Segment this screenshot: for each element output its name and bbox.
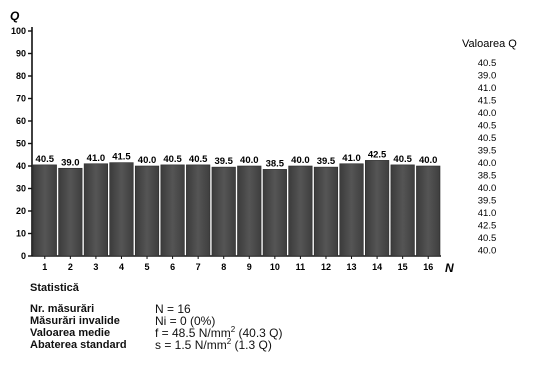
x-tick-label: 7 (196, 262, 201, 272)
y-tick-label: 30 (16, 184, 26, 194)
x-tick-label: 13 (347, 262, 357, 272)
stat-value-main: f = 48.5 N/mm (155, 326, 231, 340)
statistics-table: Nr. măsurări N = 16 Măsurări invalide Ni… (30, 303, 283, 351)
bar-value-label: 41.0 (342, 153, 361, 164)
bar (339, 163, 364, 257)
y-axis-label: Q (10, 9, 20, 23)
bar-value-label: 40.5 (36, 154, 55, 165)
bar (160, 164, 185, 257)
y-tick-label: 50 (16, 139, 26, 149)
bar (313, 166, 339, 257)
y-tick-label: 90 (16, 49, 26, 59)
stat-label: Abaterea standard (30, 339, 127, 351)
legend-value: 41.5 (478, 96, 497, 107)
legend-value: 39.5 (478, 196, 497, 207)
bar (58, 167, 83, 257)
x-tick-label: 5 (145, 262, 150, 272)
x-axis-label: N (445, 261, 454, 275)
stat-value: N = 16 (155, 302, 191, 316)
x-tick-label: 12 (321, 262, 331, 272)
x-tick-label: 2 (68, 262, 73, 272)
stat-label: Măsurări invalide (30, 315, 120, 327)
bar-value-label: 40.5 (189, 154, 208, 165)
stat-value-exponent: 2 (226, 337, 232, 346)
bar-value-label: 41.5 (112, 152, 131, 163)
legend-value: 41.0 (478, 208, 497, 219)
y-tick-label: 40 (16, 161, 26, 171)
y-tick-label: 0 (21, 251, 26, 261)
legend-value: 40.5 (478, 233, 497, 244)
bar (83, 163, 108, 257)
bar (416, 165, 441, 257)
bar (288, 165, 313, 257)
bar-value-label: 40.0 (138, 155, 157, 166)
stat-row-stddev: Abaterea standard s = 1.5 N/mm2 (1.3 Q) (30, 337, 283, 352)
statistics-title: Statistică (30, 282, 79, 294)
legend-value: 40.5 (478, 58, 497, 69)
legend-value: 40.0 (478, 108, 497, 119)
y-tick-label: 60 (16, 116, 26, 126)
bar-value-label: 40.5 (163, 154, 182, 165)
legend-value: 39.5 (478, 146, 497, 157)
legend-value: 38.5 (478, 171, 497, 182)
bar (109, 162, 134, 257)
x-tick-label: 1 (42, 262, 47, 272)
stat-value-extra: (1.3 Q) (231, 338, 272, 352)
stat-value-main: s = 1.5 N/mm (155, 338, 227, 352)
x-tick-label: 10 (270, 262, 280, 272)
bar-value-label: 39.5 (317, 156, 336, 167)
y-tick-label: 20 (16, 206, 26, 216)
stat-value: f = 48.5 N/mm2 (40.3 Q) (155, 325, 283, 340)
bar-value-label: 38.5 (266, 158, 285, 169)
x-tick-label: 8 (221, 262, 226, 272)
bar-value-label: 39.5 (214, 156, 233, 167)
bar (211, 166, 236, 257)
legend-value: 39.0 (478, 71, 497, 82)
stat-value: s = 1.5 N/mm2 (1.3 Q) (155, 337, 283, 352)
bar (237, 165, 262, 257)
x-tick-label: 3 (93, 262, 98, 272)
legend-value: 42.5 (478, 221, 497, 232)
legend-title: Valoarea Q (462, 38, 517, 50)
stat-label: Valoarea medie (30, 327, 111, 339)
bar-value-label: 39.0 (61, 157, 80, 168)
bar-value-label: 40.0 (291, 155, 310, 166)
legend-value: 40.5 (478, 121, 497, 132)
bar-value-label: 40.0 (240, 155, 259, 166)
bar-value-label: 42.5 (368, 149, 387, 160)
bar (186, 164, 211, 257)
stat-row-invalid: Măsurări invalide Ni = 0 (0%) (30, 315, 283, 327)
bar (32, 164, 57, 257)
x-tick-label: 11 (296, 262, 306, 272)
legend-value: 40.0 (478, 183, 497, 194)
bar (390, 164, 415, 257)
bar (262, 169, 287, 257)
x-tick-label: 6 (170, 262, 175, 272)
stat-value-extra: (40.3 Q) (235, 326, 283, 340)
legend-value: 40.0 (478, 158, 497, 169)
stat-row-count: Nr. măsurări N = 16 (30, 303, 283, 315)
x-tick-label: 14 (372, 262, 382, 272)
y-tick-label: 80 (16, 71, 26, 81)
bar-value-label: 41.0 (87, 153, 106, 164)
bar-value-label: 40.5 (393, 154, 412, 165)
bar-value-label: 40.0 (419, 155, 438, 166)
y-tick-label: 100 (11, 26, 26, 36)
bar (365, 160, 390, 257)
bar (134, 165, 160, 257)
legend-value: 40.5 (478, 133, 497, 144)
stat-value: Ni = 0 (0%) (155, 314, 216, 328)
x-tick-label: 9 (247, 262, 252, 272)
x-tick-label: 4 (119, 262, 124, 272)
stat-value-exponent: 2 (230, 325, 236, 334)
stat-label: Nr. măsurări (30, 303, 95, 315)
stat-row-mean: Valoarea medie f = 48.5 N/mm2 (40.3 Q) (30, 325, 283, 340)
x-tick-label: 16 (423, 262, 433, 272)
x-tick-label: 15 (398, 262, 408, 272)
y-tick-label: 70 (16, 94, 26, 104)
y-tick-label: 10 (16, 229, 26, 239)
legend-value: 41.0 (478, 83, 497, 94)
legend-value: 40.0 (478, 246, 497, 257)
